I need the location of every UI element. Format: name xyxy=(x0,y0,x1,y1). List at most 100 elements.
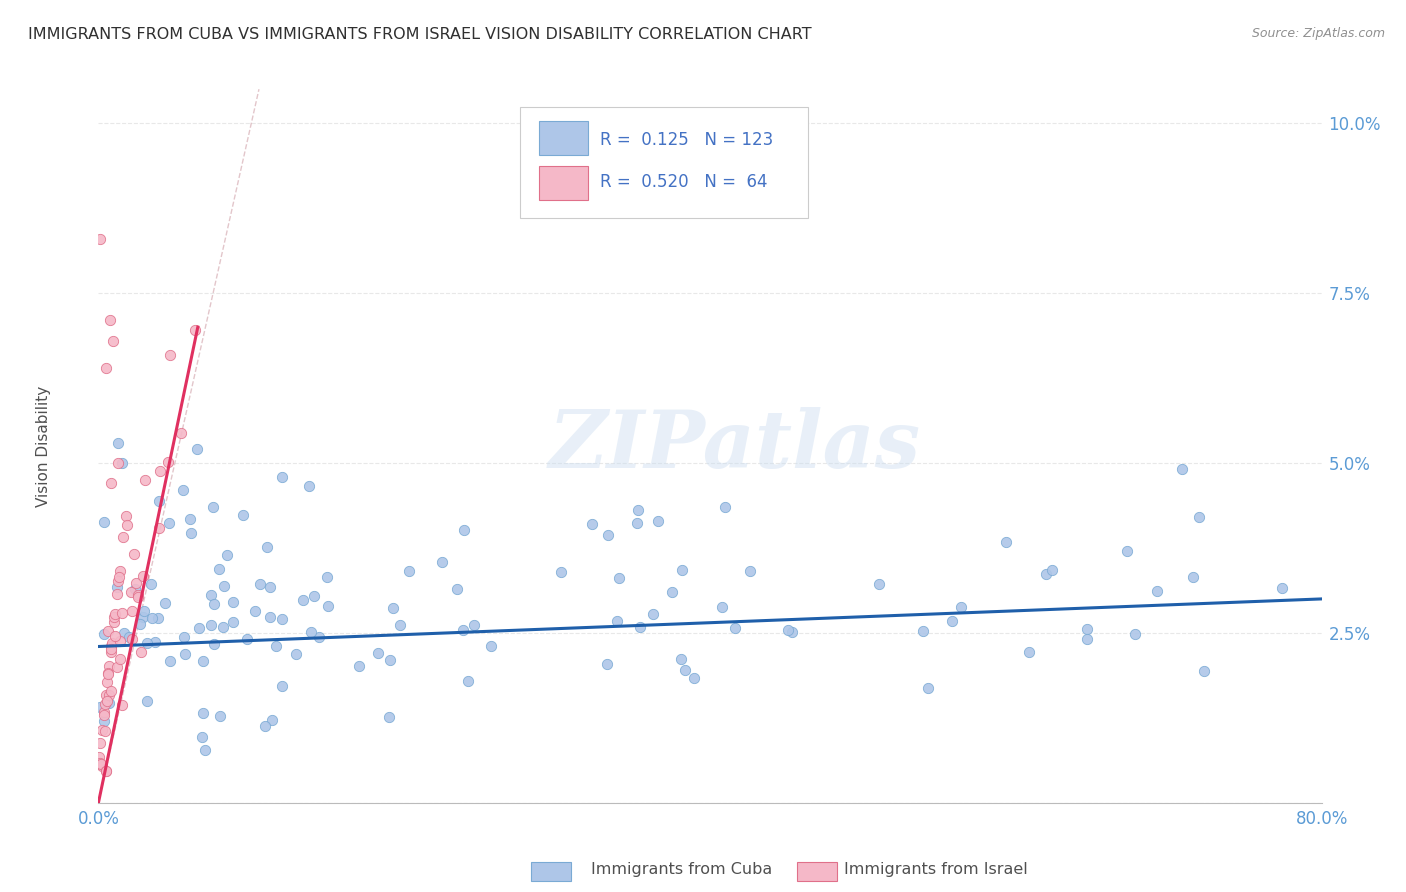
Point xyxy=(191,706,214,720)
Point xyxy=(141,576,163,591)
Point xyxy=(100,635,122,649)
Point xyxy=(1116,544,1139,558)
Point xyxy=(308,630,330,644)
Point xyxy=(776,623,799,637)
Point xyxy=(112,530,135,544)
Point xyxy=(179,512,201,526)
Point xyxy=(98,696,121,710)
Point xyxy=(284,647,307,661)
Point xyxy=(301,624,323,639)
Point xyxy=(647,514,669,528)
Point xyxy=(1271,581,1294,595)
Point xyxy=(270,612,292,626)
Point xyxy=(683,671,706,685)
Point xyxy=(100,645,122,659)
Point xyxy=(184,322,207,336)
Point xyxy=(302,589,325,603)
Point xyxy=(270,679,292,693)
Point xyxy=(1192,664,1215,678)
Point xyxy=(271,469,294,483)
Point xyxy=(453,523,475,537)
Point xyxy=(1123,627,1146,641)
Point xyxy=(100,684,122,698)
Point xyxy=(129,644,152,658)
Text: R =  0.125   N = 123: R = 0.125 N = 123 xyxy=(600,130,773,149)
Point xyxy=(93,515,115,529)
Point xyxy=(115,518,138,533)
Point xyxy=(630,620,652,634)
Point xyxy=(451,623,474,637)
Point xyxy=(94,688,117,702)
Point xyxy=(249,576,271,591)
Point xyxy=(212,620,235,634)
Point xyxy=(89,700,111,714)
Point xyxy=(105,587,128,601)
Point xyxy=(93,706,115,720)
Point xyxy=(96,694,118,708)
Point xyxy=(446,582,468,596)
Point xyxy=(1171,462,1194,476)
Point xyxy=(121,604,143,618)
Point xyxy=(148,494,170,508)
Point xyxy=(1076,632,1098,647)
Point xyxy=(103,615,125,629)
Point xyxy=(104,629,127,643)
Point xyxy=(724,621,747,635)
Point xyxy=(157,516,180,530)
Point xyxy=(121,632,143,647)
Point xyxy=(661,584,683,599)
Point xyxy=(131,609,153,624)
Point xyxy=(259,610,281,624)
Point xyxy=(713,500,735,515)
Point xyxy=(127,589,149,603)
Point xyxy=(108,633,131,648)
Point xyxy=(298,479,321,493)
Point xyxy=(596,657,619,671)
Point xyxy=(316,599,339,614)
Point xyxy=(673,663,696,677)
Point xyxy=(93,708,115,723)
Point xyxy=(108,564,131,578)
Point xyxy=(626,516,648,531)
Point xyxy=(243,604,266,618)
Point xyxy=(378,710,401,724)
Point xyxy=(172,483,194,498)
Point xyxy=(1076,622,1098,636)
Point xyxy=(148,521,170,535)
Point xyxy=(381,600,404,615)
Point xyxy=(174,647,197,661)
Point xyxy=(143,634,166,648)
Point xyxy=(159,348,181,362)
Point xyxy=(132,569,155,583)
Point xyxy=(114,508,136,523)
Point xyxy=(100,639,122,653)
Point xyxy=(232,508,254,522)
Point xyxy=(1146,584,1168,599)
Point xyxy=(1181,570,1204,584)
Point xyxy=(135,635,157,649)
Point xyxy=(292,592,315,607)
Point xyxy=(107,456,129,470)
Point xyxy=(146,611,169,625)
Point xyxy=(107,574,129,589)
Point xyxy=(111,456,134,470)
Text: ZIPatlas: ZIPatlas xyxy=(548,408,921,484)
Point xyxy=(101,334,124,348)
Point xyxy=(100,642,122,657)
Point xyxy=(104,607,127,621)
Point xyxy=(173,630,195,644)
Point xyxy=(191,654,214,668)
Point xyxy=(87,750,110,764)
Point xyxy=(671,563,693,577)
Point xyxy=(91,759,114,773)
Point xyxy=(149,464,172,478)
Point xyxy=(949,600,972,615)
Point xyxy=(212,579,235,593)
Point xyxy=(112,625,135,640)
Point xyxy=(134,604,156,618)
Point xyxy=(98,313,121,327)
Point xyxy=(153,596,176,610)
Point xyxy=(128,617,150,632)
Point xyxy=(188,621,211,635)
Point xyxy=(209,708,232,723)
